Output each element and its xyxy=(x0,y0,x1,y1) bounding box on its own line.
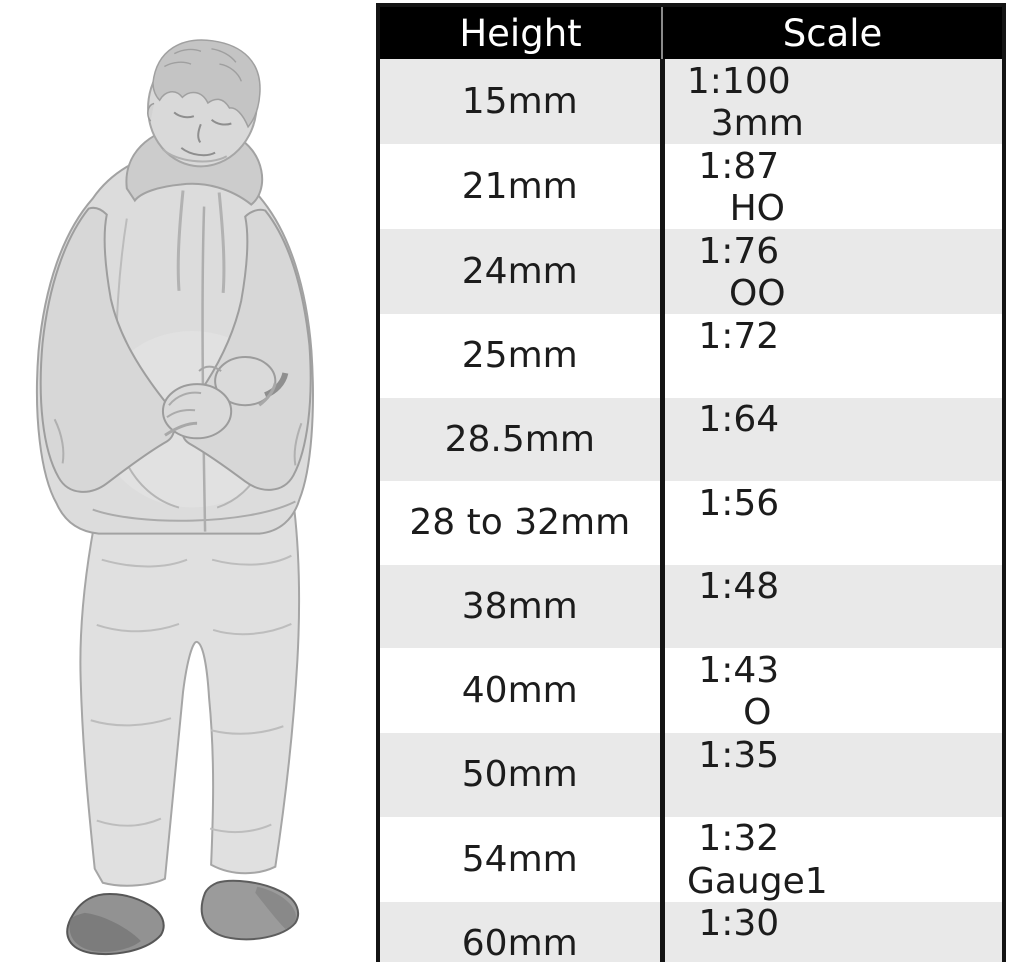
figure-jeans xyxy=(79,500,301,887)
figure-head xyxy=(147,39,261,168)
table-row: 28.5mm 1:64 xyxy=(378,397,1004,481)
scale-cell: 1:32 Gauge1 xyxy=(659,816,1004,902)
scale-cell: 1:100 3mm xyxy=(659,59,1004,144)
gauge-label: HO xyxy=(729,188,786,229)
scale-ratio: 1:72 xyxy=(698,315,780,357)
height-column-header: Height xyxy=(378,5,662,59)
height-cell: 38mm xyxy=(461,585,578,627)
height-cell: 25mm xyxy=(461,335,578,377)
figure-hands xyxy=(161,356,289,440)
scale-ratio: 1:56 xyxy=(698,482,780,524)
gauge-label: 3mm xyxy=(710,103,804,144)
scale-cell: 1:87 HO xyxy=(659,144,1004,229)
gauge-label: O xyxy=(743,692,772,733)
height-cell: 40mm xyxy=(461,670,578,711)
table-row: 50mm 1:35 xyxy=(378,733,1004,817)
table-row: 24mm 1:76 OO xyxy=(378,229,1004,314)
scale-ratio: 1:76 xyxy=(698,230,780,272)
height-cell: 54mm xyxy=(461,838,578,880)
table-row: 38mm 1:48 xyxy=(378,564,1004,648)
height-cell: 28.5mm xyxy=(444,418,595,460)
scale-ratio: 1:30 xyxy=(698,903,780,944)
scale-column-header: Scale xyxy=(661,5,1004,59)
table-row: 54mm 1:32 Gauge1 xyxy=(378,816,1004,902)
height-cell: 50mm xyxy=(461,754,578,796)
scale-ratio: 1:35 xyxy=(698,734,780,776)
height-cell: 21mm xyxy=(461,166,578,207)
scale-table-header: Height Scale xyxy=(378,5,1004,59)
scale-table: Height Scale 15mm 1:100 3mm 21mm 1:87 HO… xyxy=(376,3,1006,962)
table-row: 60mm 1:30 xyxy=(378,901,1004,962)
scale-cell: 1:76 OO xyxy=(659,229,1004,314)
figure-3d-scan-svg xyxy=(35,39,314,955)
scale-cell: 1:30 xyxy=(659,901,1004,962)
gauge-label: Gauge1 xyxy=(686,860,828,902)
table-row: 21mm 1:87 HO xyxy=(378,144,1004,229)
scale-ratio: 1:64 xyxy=(698,399,780,440)
scale-cell: 1:43 O xyxy=(659,648,1004,733)
scale-cell: 1:48 xyxy=(659,564,1004,648)
scale-ratio: 1:32 xyxy=(698,818,780,859)
scale-ratio: 1:87 xyxy=(698,145,780,187)
figure-shoes xyxy=(66,879,300,955)
figure-3d-scan-man xyxy=(6,38,348,956)
scale-cell: 1:72 xyxy=(659,314,1004,398)
scale-ratio: 1:100 xyxy=(686,60,791,102)
scale-cell: 1:35 xyxy=(659,733,1004,817)
table-row: 40mm 1:43 O xyxy=(378,648,1004,733)
table-row: 28 to 32mm 1:56 xyxy=(378,481,1004,565)
scale-ratio: 1:43 xyxy=(698,649,780,691)
scale-ratio: 1:48 xyxy=(698,566,780,607)
scale-cell: 1:56 xyxy=(659,481,1004,565)
height-cell: 60mm xyxy=(461,922,578,962)
gauge-label: OO xyxy=(728,273,786,314)
height-cell: 15mm xyxy=(461,81,578,122)
height-cell: 24mm xyxy=(461,251,578,292)
table-row: 15mm 1:100 3mm xyxy=(378,59,1004,144)
scale-table-body: 15mm 1:100 3mm 21mm 1:87 HO 24mm 1:76 OO… xyxy=(378,59,1004,962)
table-row: 25mm 1:72 xyxy=(378,314,1004,398)
scale-cell: 1:64 xyxy=(659,397,1004,481)
height-cell: 28 to 32mm xyxy=(409,502,631,544)
